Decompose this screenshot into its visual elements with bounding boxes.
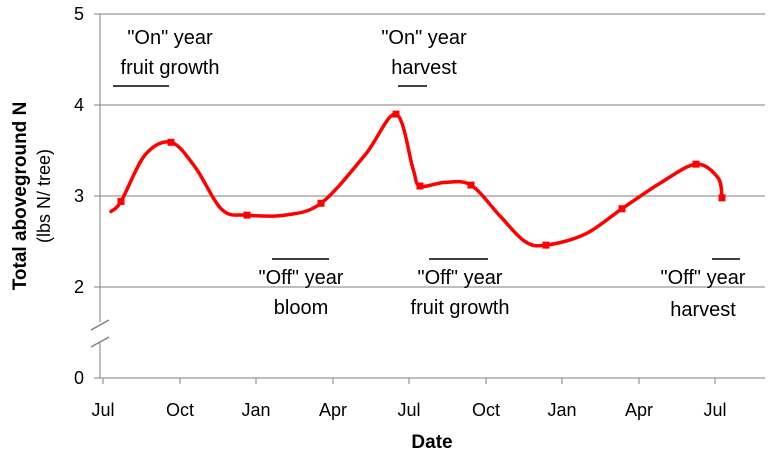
- x-tick-label: Oct: [166, 400, 194, 420]
- data-point: [692, 160, 700, 168]
- annotation-line: "On" year: [381, 27, 467, 49]
- data-point: [467, 181, 475, 189]
- annotation: "On" year fruit growth: [113, 27, 220, 87]
- data-point: [392, 110, 400, 118]
- x-tick-label: Apr: [319, 400, 347, 420]
- annotation-line: "Off" year: [259, 267, 344, 289]
- series-layer: [109, 110, 726, 249]
- annotation-line: "On" year: [127, 27, 213, 49]
- data-point: [618, 205, 626, 213]
- data-point: [117, 197, 125, 205]
- annotation-line: fruit growth: [121, 57, 220, 79]
- annotation-line: harvest: [670, 299, 736, 321]
- y-axis-title: Total aboveground N: [10, 102, 31, 291]
- series-line: [109, 112, 724, 248]
- annotation-line: "Off" year: [418, 267, 503, 289]
- y-tick-label: 0: [74, 368, 84, 388]
- data-point: [317, 199, 325, 207]
- data-point: [542, 241, 550, 249]
- data-point: [243, 211, 251, 219]
- annotation: "Off" year harvest: [661, 258, 746, 321]
- tick-labels: 0 2 3 4 5 Jul Oct Jan Apr Jul Oct Jan Apr Jul: [74, 4, 727, 420]
- annotation-line: "Off" year: [661, 267, 746, 289]
- x-tick-label: Jul: [703, 400, 726, 420]
- annotation: "On" year harvest: [381, 27, 467, 87]
- x-tick-label: Jan: [241, 400, 270, 420]
- x-tick-label: Apr: [625, 400, 653, 420]
- annotation: "Off" year bloom: [259, 258, 344, 319]
- axis-break-mark: [90, 336, 110, 348]
- annotation-line: bloom: [274, 297, 328, 319]
- y-tick-label: 2: [74, 277, 84, 297]
- data-point: [167, 138, 175, 146]
- y-tick-label: 4: [74, 95, 84, 115]
- x-tick-label: Oct: [472, 400, 500, 420]
- annotation: "Off" year fruit growth: [411, 258, 510, 319]
- axis-break-mark: [90, 319, 110, 331]
- x-tick-label: Jan: [547, 400, 576, 420]
- x-tick-label: Jul: [91, 400, 114, 420]
- y-tick-label: 5: [74, 4, 84, 24]
- y-tick-label: 3: [74, 186, 84, 206]
- x-tick-label: Jul: [397, 400, 420, 420]
- gridlines: [100, 13, 765, 288]
- axes: [90, 13, 765, 384]
- data-point: [416, 182, 424, 190]
- annotation-line: harvest: [391, 57, 457, 79]
- x-axis-title: Date: [411, 432, 452, 453]
- y-axis-unit: (lbs N/ tree): [34, 149, 54, 243]
- annotation-line: fruit growth: [411, 297, 510, 319]
- data-point: [718, 194, 726, 202]
